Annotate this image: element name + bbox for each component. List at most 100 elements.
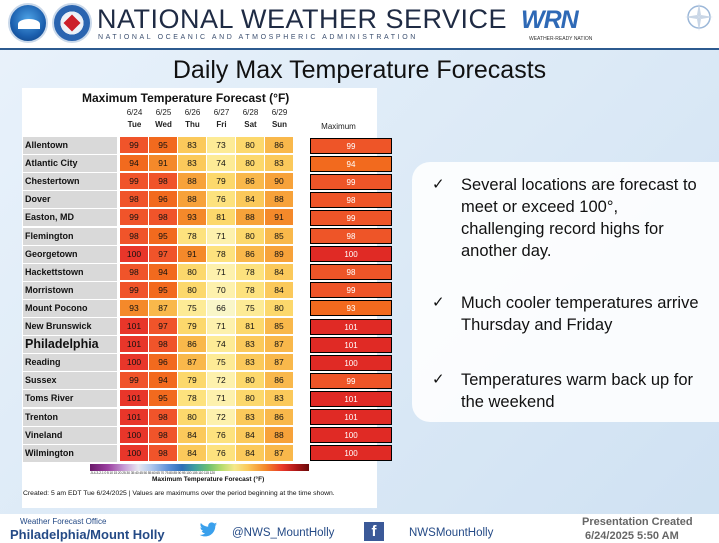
max-cell: 100 xyxy=(310,427,392,444)
forecast-cell: 88 xyxy=(178,173,207,191)
forecast-cell: 97 xyxy=(149,318,178,335)
forecast-cell: 98 xyxy=(149,336,178,354)
forecast-cell: 86 xyxy=(265,372,294,390)
column-header: 6/29 Sun xyxy=(265,107,294,131)
max-cell: 94 xyxy=(310,155,392,172)
twitter-icon[interactable] xyxy=(199,522,218,538)
forecast-cell: 80 xyxy=(178,408,207,426)
forecast-cell: 75 xyxy=(178,299,207,317)
forecast-cell: 83 xyxy=(178,137,207,154)
forecast-cell: 85 xyxy=(265,227,294,245)
forecast-cell: 87 xyxy=(265,444,294,462)
forecast-cell: 95 xyxy=(149,227,178,245)
forecast-cell: 98 xyxy=(120,227,149,245)
header-bar: NATIONAL WEATHER SERVICE NATIONAL OCEANI… xyxy=(0,0,719,48)
column-day: Sun xyxy=(271,120,288,129)
forecast-cell: 78 xyxy=(178,227,207,245)
forecast-cell: 101 xyxy=(120,390,149,408)
location-label: Wilmington xyxy=(23,444,117,462)
forecast-cell: 86 xyxy=(178,336,207,354)
location-label: Vineland xyxy=(23,426,117,444)
forecast-cell: 72 xyxy=(207,372,236,390)
color-scale-ticks: -5-4-3-2-1 0 5 10 15 20 25 30 35 40 45 5… xyxy=(90,471,215,475)
forecast-cell: 95 xyxy=(149,137,178,154)
forecast-cell: 78 xyxy=(236,263,265,281)
noaa-logo xyxy=(8,3,48,43)
max-cell: 101 xyxy=(310,409,392,425)
max-column-header: Maximum xyxy=(321,122,356,131)
forecast-cell: 74 xyxy=(207,336,236,354)
max-cell: 98 xyxy=(310,264,392,281)
forecast-cell: 89 xyxy=(265,245,294,263)
forecast-cell: 96 xyxy=(149,191,178,209)
forecast-cell: 80 xyxy=(236,137,265,154)
forecast-cell: 94 xyxy=(149,263,178,281)
forecast-cell: 71 xyxy=(207,318,236,335)
location-label: Trenton xyxy=(23,408,117,426)
location-label: Easton, MD xyxy=(23,209,117,227)
forecast-cell: 80 xyxy=(178,263,207,281)
column-date: 6/25 xyxy=(155,108,172,117)
forecast-cell: 80 xyxy=(236,227,265,245)
bullet-text: Much cooler temperatures arrive Thursday… xyxy=(461,294,699,334)
max-cell: 101 xyxy=(310,390,392,407)
forecast-cell: 95 xyxy=(149,281,178,299)
forecast-cell: 72 xyxy=(207,408,236,426)
forecast-cell: 79 xyxy=(178,318,207,335)
forecast-cell: 71 xyxy=(207,263,236,281)
bullet-text: Several locations are forecast to meet o… xyxy=(461,176,697,260)
location-label: Reading xyxy=(23,354,117,372)
forecast-cell: 87 xyxy=(149,299,178,317)
forecast-cell: 83 xyxy=(236,408,265,426)
forecast-cell: 74 xyxy=(207,155,236,173)
facebook-icon[interactable]: f xyxy=(364,522,384,541)
location-label: Allentown xyxy=(23,137,117,154)
forecast-cell: 97 xyxy=(149,245,178,263)
forecast-cell: 98 xyxy=(149,426,178,444)
column-date: 6/24 xyxy=(126,108,143,117)
column-date: 6/26 xyxy=(184,108,201,117)
office-name: Philadelphia/Mount Holly xyxy=(10,527,165,542)
column-date: 6/28 xyxy=(242,108,259,117)
forecast-cell: 78 xyxy=(207,245,236,263)
forecast-cell: 84 xyxy=(178,426,207,444)
max-cell: 99 xyxy=(310,209,392,226)
check-icon: ✓ xyxy=(432,294,445,311)
twitter-handle-link[interactable]: @NWS_MountHolly xyxy=(232,527,335,539)
forecast-cell: 73 xyxy=(207,137,236,154)
forecast-cell: 71 xyxy=(207,390,236,408)
forecast-cell: 83 xyxy=(236,336,265,354)
forecast-cell: 78 xyxy=(178,390,207,408)
forecast-cell: 70 xyxy=(207,281,236,299)
forecast-cell: 85 xyxy=(265,318,294,335)
column-header: 6/28 Sat xyxy=(236,107,265,131)
max-cell: 101 xyxy=(310,336,392,353)
forecast-cell: 83 xyxy=(265,390,294,408)
forecast-cell: 84 xyxy=(236,426,265,444)
location-label: Morristown xyxy=(23,281,117,299)
forecast-cell: 88 xyxy=(265,426,294,444)
max-cell: 101 xyxy=(310,318,392,335)
column-day: Thu xyxy=(185,120,200,129)
forecast-cell: 94 xyxy=(149,372,178,390)
forecast-cell: 99 xyxy=(120,137,149,154)
column-header: 6/24 Tue xyxy=(120,107,149,131)
forecast-cell: 71 xyxy=(207,227,236,245)
max-cell: 100 xyxy=(310,246,392,263)
forecast-cell: 66 xyxy=(207,299,236,317)
forecast-cell: 79 xyxy=(207,173,236,191)
forecast-cell: 99 xyxy=(120,173,149,191)
forecast-cell: 84 xyxy=(178,444,207,462)
forecast-cell: 76 xyxy=(207,191,236,209)
footer-bar: Weather Forecast Office Philadelphia/Mou… xyxy=(0,514,719,543)
forecast-cell: 101 xyxy=(120,336,149,354)
max-cell: 99 xyxy=(310,282,392,299)
forecast-cell: 86 xyxy=(236,173,265,191)
forecast-cell: 76 xyxy=(207,444,236,462)
max-cell: 100 xyxy=(310,354,392,371)
forecast-cell: 75 xyxy=(236,299,265,317)
forecast-cell: 79 xyxy=(178,372,207,390)
forecast-cell: 84 xyxy=(236,444,265,462)
facebook-handle-link[interactable]: NWSMountHolly xyxy=(409,527,494,539)
compass-icon xyxy=(685,3,713,31)
